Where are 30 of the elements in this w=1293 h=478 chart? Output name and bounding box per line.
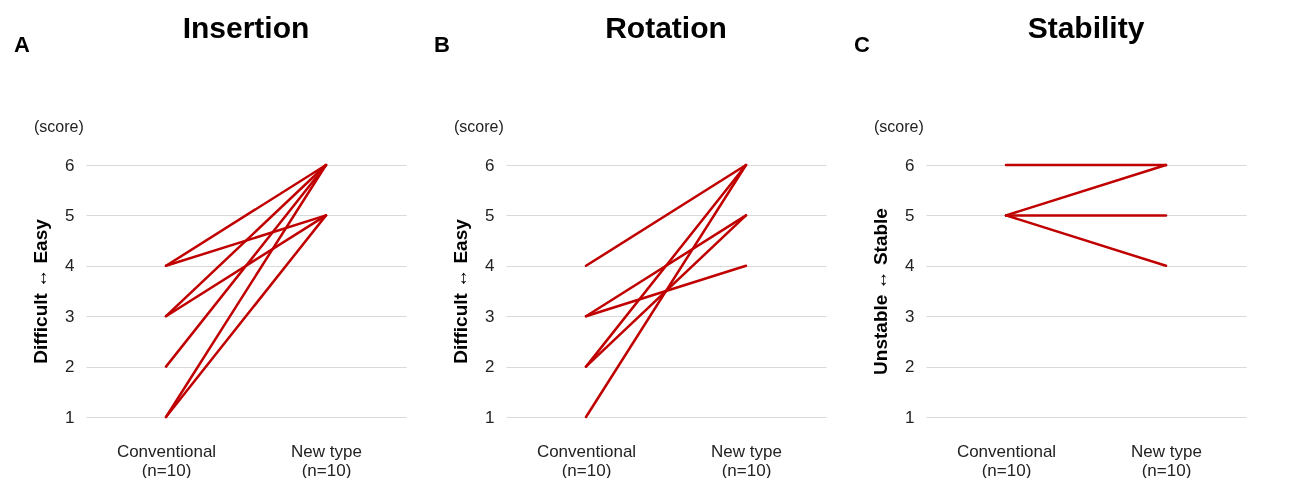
y-tick-label: 4 — [485, 256, 495, 276]
y-tick-label: 3 — [65, 306, 75, 326]
y-tick-label: 5 — [65, 205, 75, 225]
y-tick-label: 2 — [485, 357, 495, 377]
y-tick-label: 6 — [65, 155, 75, 175]
y-tick-label: 3 — [905, 306, 915, 326]
text: B — [434, 32, 450, 57]
text: C — [854, 32, 870, 57]
text: (score) — [34, 118, 84, 135]
y-tick-label: 2 — [65, 357, 75, 377]
y-tick-label: 4 — [905, 256, 915, 276]
y-axis-title: Unstable ↔ Stable — [870, 208, 892, 375]
text: A — [14, 32, 30, 57]
y-axis-title: Difficult ↔ Easy — [450, 218, 472, 364]
chart-title: Stability — [1027, 11, 1145, 44]
y-tick-label: 5 — [485, 205, 495, 225]
y-axis-title: Difficult ↔ Easy — [30, 218, 52, 364]
y-tick-label: 6 — [485, 155, 495, 175]
text: (score) — [454, 118, 504, 135]
y-tick-label: 6 — [905, 155, 915, 175]
y-tick-label: 3 — [485, 306, 495, 326]
chart-title: Rotation — [605, 11, 727, 44]
y-tick-label: 1 — [905, 407, 915, 427]
y-tick-label: 1 — [485, 407, 495, 427]
y-tick-label: 5 — [905, 205, 915, 225]
chart-title: Insertion — [182, 11, 310, 44]
y-tick-label: 2 — [905, 357, 915, 377]
y-tick-label: 1 — [65, 407, 75, 427]
text: (score) — [874, 118, 924, 135]
y-tick-label: 4 — [65, 256, 75, 276]
